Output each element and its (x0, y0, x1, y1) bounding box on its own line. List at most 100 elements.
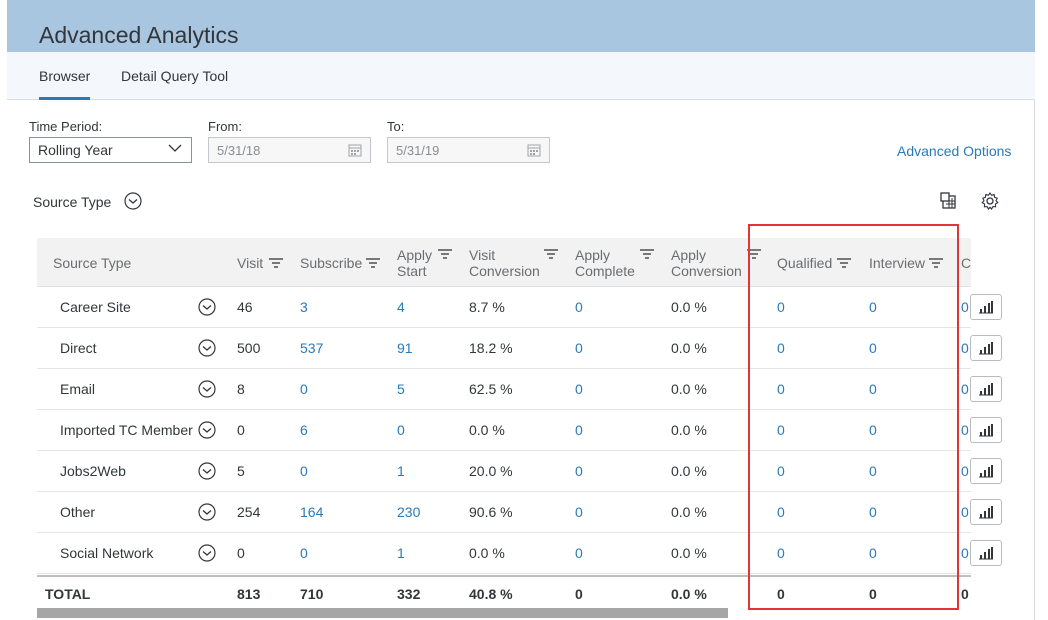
col-next-truncated[interactable]: C (961, 255, 972, 271)
col-visit[interactable]: Visit (237, 255, 264, 271)
col-visit-conversion[interactable]: Visit Conversion (469, 247, 540, 279)
cell-subscribe[interactable]: 3 (300, 299, 308, 315)
cell-apply-complete[interactable]: 0 (575, 545, 583, 561)
col-apply-start[interactable]: Apply Start (397, 247, 432, 279)
cell-subscribe[interactable]: 0 (300, 381, 308, 397)
from-date-field[interactable]: 5/31/18 (208, 137, 371, 163)
sort-icon[interactable] (929, 258, 943, 268)
cell-apply-start[interactable]: 4 (397, 299, 405, 315)
sort-icon[interactable] (544, 249, 558, 259)
highlight-box (748, 224, 959, 610)
chevron-down-circle-icon[interactable] (198, 380, 216, 398)
cell-apply-start[interactable]: 91 (397, 340, 413, 356)
cell-visit-conversion: 90.6 % (469, 504, 513, 520)
sort-icon[interactable] (438, 249, 452, 259)
chart-button[interactable] (970, 417, 1002, 443)
cell-subscribe[interactable]: 537 (300, 340, 324, 356)
cell-qualified[interactable]: 0 (777, 381, 785, 397)
cell-qualified[interactable]: 0 (777, 299, 785, 315)
cell-apply-start[interactable]: 0 (397, 422, 405, 438)
cell-interview[interactable]: 0 (869, 381, 877, 397)
tab-browser[interactable]: Browser (39, 68, 91, 84)
to-date-field[interactable]: 5/31/19 (387, 137, 550, 163)
col-apply-conversion[interactable]: Apply Conversion (671, 247, 742, 279)
cell-qualified[interactable]: 0 (777, 340, 785, 356)
cell-next[interactable]: 0 (961, 463, 969, 479)
sort-icon[interactable] (837, 258, 851, 268)
cell-qualified[interactable]: 0 (777, 504, 785, 520)
col-visit-conversion-line1: Visit (469, 247, 496, 263)
cell-next[interactable]: 0 (961, 504, 969, 520)
cell-subscribe[interactable]: 0 (300, 463, 308, 479)
col-qualified[interactable]: Qualified (777, 255, 833, 271)
cell-apply-start[interactable]: 230 (397, 504, 421, 520)
cell-visit: 8 (237, 381, 245, 397)
col-subscribe[interactable]: Subscribe (300, 255, 363, 271)
cell-qualified[interactable]: 0 (777, 422, 785, 438)
cell-apply-start[interactable]: 1 (397, 463, 405, 479)
chevron-down-circle-icon[interactable] (198, 462, 216, 480)
total-qualified: 0 (777, 586, 785, 602)
advanced-options-link[interactable]: Advanced Options (897, 143, 1012, 159)
chart-button[interactable] (970, 376, 1002, 402)
cell-apply-complete[interactable]: 0 (575, 463, 583, 479)
sort-icon[interactable] (269, 258, 283, 268)
chevron-down-circle-icon[interactable] (198, 544, 216, 562)
cell-interview[interactable]: 0 (869, 422, 877, 438)
cell-apply-complete[interactable]: 0 (575, 299, 583, 315)
cell-apply-start[interactable]: 5 (397, 381, 405, 397)
app-header: Advanced Analytics (7, 0, 1035, 52)
time-period-select[interactable]: Rolling Year (29, 137, 192, 163)
cell-next[interactable]: 0 (961, 381, 969, 397)
cell-apply-complete[interactable]: 0 (575, 381, 583, 397)
cell-next[interactable]: 0 (961, 299, 969, 315)
cell-visit-conversion: 8.7 % (469, 299, 505, 315)
cell-qualified[interactable]: 0 (777, 545, 785, 561)
chart-button[interactable] (970, 458, 1002, 484)
cell-apply-complete[interactable]: 0 (575, 340, 583, 356)
cell-interview[interactable]: 0 (869, 463, 877, 479)
cell-visit-conversion: 62.5 % (469, 381, 513, 397)
cell-subscribe[interactable]: 0 (300, 545, 308, 561)
cell-interview[interactable]: 0 (869, 545, 877, 561)
chevron-down-circle-icon[interactable] (198, 421, 216, 439)
table-row: Direct 500 537 91 18.2 % 0 0.0 % 0 0 0 (37, 328, 1002, 369)
calendar-icon[interactable] (348, 143, 362, 157)
cell-apply-complete[interactable]: 0 (575, 504, 583, 520)
export-icon[interactable] (939, 191, 959, 211)
col-source-type[interactable]: Source Type (53, 255, 132, 271)
cell-apply-complete[interactable]: 0 (575, 422, 583, 438)
horizontal-scrollbar[interactable] (37, 608, 728, 618)
chevron-down-circle-icon[interactable] (124, 192, 142, 210)
col-apply-complete[interactable]: Apply Complete (575, 247, 635, 279)
cell-subscribe[interactable]: 164 (300, 504, 324, 520)
cell-interview[interactable]: 0 (869, 299, 877, 315)
tab-bar: Browser Detail Query Tool (7, 52, 1035, 100)
cell-next[interactable]: 0 (961, 422, 969, 438)
total-apply-start: 332 (397, 586, 421, 602)
cell-source-type: Social Network (60, 545, 154, 561)
group-by-label: Source Type (33, 194, 112, 210)
tab-detail-query-tool[interactable]: Detail Query Tool (121, 68, 229, 84)
cell-next[interactable]: 0 (961, 340, 969, 356)
chart-button[interactable] (970, 335, 1002, 361)
chevron-down-circle-icon[interactable] (198, 298, 216, 316)
cell-interview[interactable]: 0 (869, 340, 877, 356)
col-interview[interactable]: Interview (869, 255, 926, 271)
chevron-down-circle-icon[interactable] (198, 339, 216, 357)
to-label: To: (387, 119, 405, 134)
chevron-down-circle-icon[interactable] (198, 503, 216, 521)
cell-next[interactable]: 0 (961, 545, 969, 561)
cell-subscribe[interactable]: 6 (300, 422, 308, 438)
sort-icon[interactable] (640, 249, 654, 259)
chart-button[interactable] (970, 540, 1002, 566)
calendar-icon[interactable] (527, 143, 541, 157)
chart-button[interactable] (970, 499, 1002, 525)
cell-apply-start[interactable]: 1 (397, 545, 405, 561)
cell-interview[interactable]: 0 (869, 504, 877, 520)
sort-icon[interactable] (366, 258, 380, 268)
settings-icon[interactable] (980, 191, 1000, 211)
chart-button[interactable] (970, 294, 1002, 320)
cell-qualified[interactable]: 0 (777, 463, 785, 479)
time-period-label: Time Period: (29, 119, 103, 134)
